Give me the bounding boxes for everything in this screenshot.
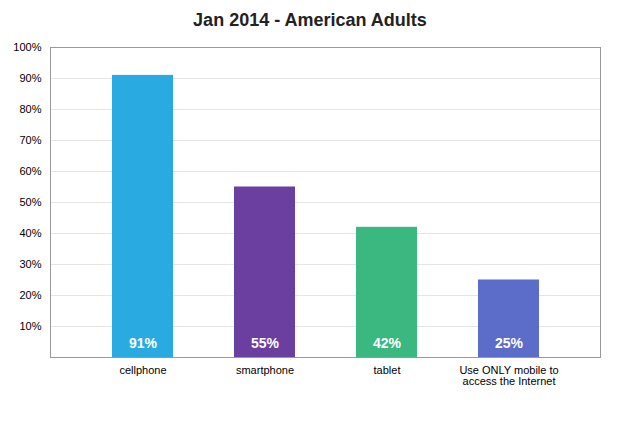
svg-text:tablet: tablet [374,364,401,376]
svg-text:42%: 42% [373,335,402,351]
svg-text:30%: 30% [19,258,41,270]
svg-text:91%: 91% [129,335,158,351]
svg-text:60%: 60% [19,165,41,177]
svg-text:Use ONLY mobile toaccess the I: Use ONLY mobile toaccess the Internet [459,364,558,387]
svg-text:smartphone: smartphone [236,364,294,376]
svg-text:25%: 25% [495,335,524,351]
html-text:Jan 2014 - American Adults: Jan 2014 - American Adults [193,10,427,30]
svg-text:70%: 70% [19,134,41,146]
svg-text:50%: 50% [19,196,41,208]
svg-text:cellphone: cellphone [119,364,166,376]
svg-text:10%: 10% [19,320,41,332]
svg-text:20%: 20% [19,289,41,301]
svg-text:80%: 80% [19,103,41,115]
svg-text:100%: 100% [13,41,41,53]
svg-text:40%: 40% [19,227,41,239]
svg-text:55%: 55% [251,335,280,351]
svg-text:90%: 90% [19,72,41,84]
